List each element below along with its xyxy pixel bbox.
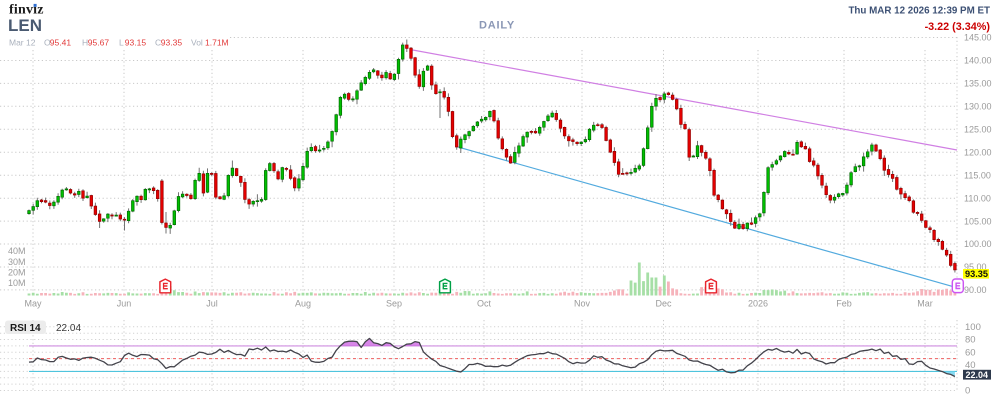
svg-text:H: H bbox=[82, 37, 88, 47]
svg-text:95.41: 95.41 bbox=[50, 37, 72, 47]
svg-text:C: C bbox=[155, 37, 161, 47]
svg-text:DAILY: DAILY bbox=[479, 20, 515, 32]
svg-text:May: May bbox=[24, 299, 42, 309]
svg-text:1.71M: 1.71M bbox=[205, 37, 229, 47]
svg-text:115.00: 115.00 bbox=[964, 170, 991, 180]
svg-text:Sep: Sep bbox=[386, 299, 402, 309]
svg-text:135.00: 135.00 bbox=[964, 79, 992, 89]
svg-text:0: 0 bbox=[965, 386, 970, 397]
svg-text:Thu MAR 12 2026 12:39 PM ET: Thu MAR 12 2026 12:39 PM ET bbox=[848, 6, 990, 17]
svg-text:40: 40 bbox=[965, 360, 976, 371]
svg-text:22.04: 22.04 bbox=[966, 370, 989, 380]
svg-text:2026: 2026 bbox=[748, 299, 768, 309]
svg-text:40M: 40M bbox=[8, 246, 26, 256]
svg-text:93.35: 93.35 bbox=[161, 37, 183, 47]
svg-text:Aug: Aug bbox=[295, 299, 311, 309]
svg-text:Oct: Oct bbox=[477, 299, 492, 309]
svg-text:93.35: 93.35 bbox=[965, 269, 988, 279]
svg-text:L: L bbox=[119, 37, 124, 47]
svg-text:140.00: 140.00 bbox=[964, 56, 992, 66]
svg-text:Jun: Jun bbox=[117, 299, 132, 309]
svg-text:LEN: LEN bbox=[8, 16, 42, 35]
svg-text:80: 80 bbox=[965, 335, 976, 346]
svg-text:95.00: 95.00 bbox=[964, 262, 987, 272]
svg-text:Mar 12: Mar 12 bbox=[9, 37, 36, 47]
svg-text:Feb: Feb bbox=[836, 299, 852, 309]
svg-text:110.00: 110.00 bbox=[964, 193, 991, 203]
svg-text:130.00: 130.00 bbox=[964, 102, 992, 112]
svg-text:Mar: Mar bbox=[917, 299, 933, 309]
svg-text:30M: 30M bbox=[8, 257, 26, 267]
svg-text:Jul: Jul bbox=[206, 299, 218, 309]
svg-text:120.00: 120.00 bbox=[964, 147, 992, 157]
svg-text:Dec: Dec bbox=[655, 299, 672, 309]
svg-text:O: O bbox=[44, 37, 51, 47]
svg-text:125.00: 125.00 bbox=[964, 125, 992, 135]
svg-text:-3.22 (3.34%): -3.22 (3.34%) bbox=[925, 21, 991, 33]
svg-text:100: 100 bbox=[965, 322, 981, 333]
svg-text:60: 60 bbox=[965, 348, 976, 359]
svg-text:20M: 20M bbox=[8, 268, 26, 278]
svg-text:10M: 10M bbox=[8, 278, 26, 288]
svg-text:95.67: 95.67 bbox=[88, 37, 110, 47]
svg-text:105.00: 105.00 bbox=[964, 216, 992, 226]
svg-text:22.04: 22.04 bbox=[56, 323, 81, 334]
svg-text:145.00: 145.00 bbox=[964, 33, 992, 43]
svg-text:Vol: Vol bbox=[191, 37, 203, 47]
svg-text:90.00: 90.00 bbox=[964, 285, 987, 295]
svg-text:Nov: Nov bbox=[574, 299, 591, 309]
svg-text:RSI 14: RSI 14 bbox=[10, 323, 41, 334]
svg-text:93.15: 93.15 bbox=[125, 37, 147, 47]
svg-text:100.00: 100.00 bbox=[964, 239, 992, 249]
